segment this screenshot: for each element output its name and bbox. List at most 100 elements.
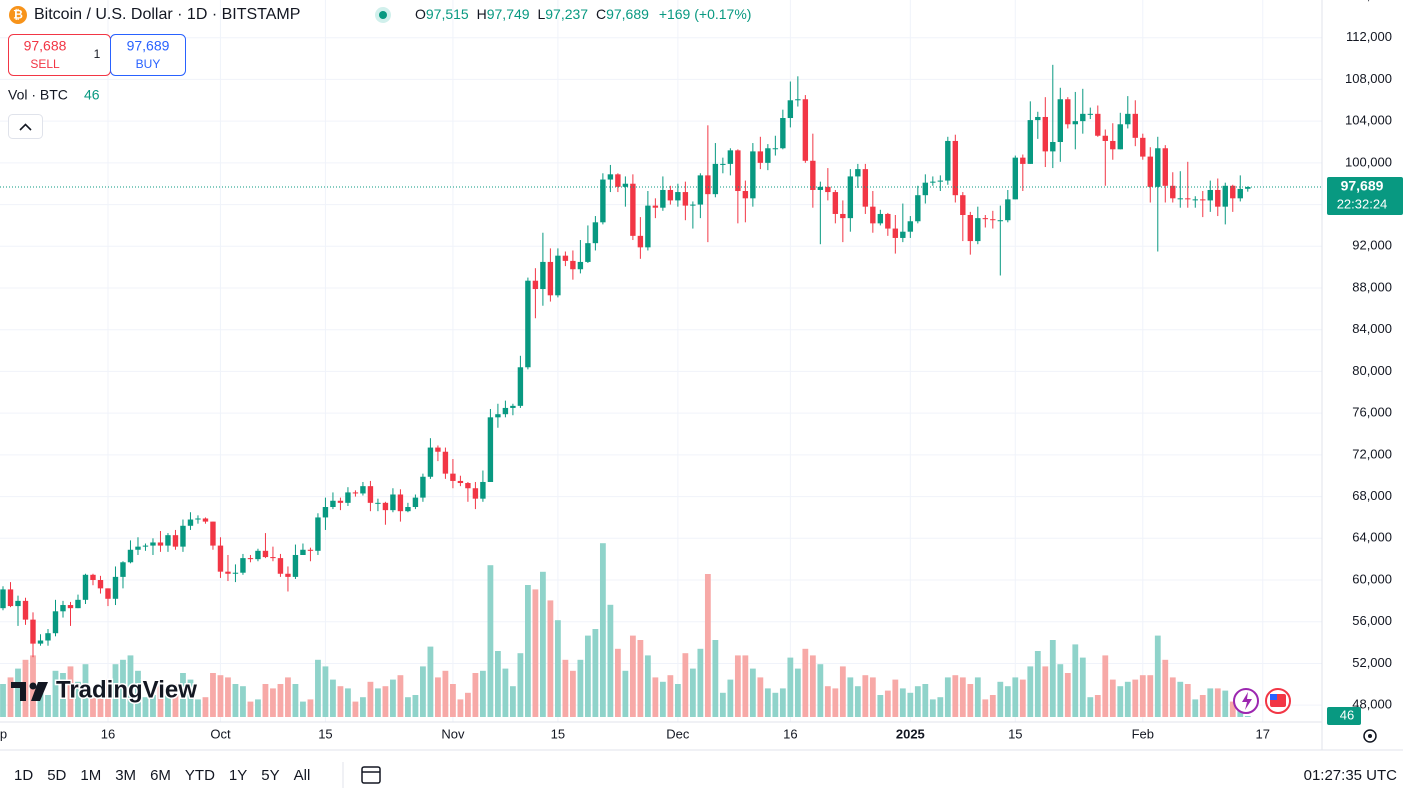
volume-bar: [622, 670, 629, 717]
volume-bar: [510, 686, 516, 717]
candle-body: [660, 189, 666, 208]
volume-bar: [937, 697, 944, 717]
candle-body: [705, 175, 711, 195]
candle-body: [1012, 157, 1019, 200]
volume-bar: [929, 699, 936, 717]
range-button[interactable]: 1M: [80, 767, 101, 784]
volume-bar: [824, 686, 831, 717]
volume-bar: [7, 677, 14, 717]
candle-body: [1125, 113, 1131, 125]
candle-body: [750, 151, 756, 199]
candle-body: [982, 218, 989, 220]
volume-bar: [15, 668, 21, 717]
candle-body: [397, 494, 404, 512]
volume-bar: [60, 673, 66, 717]
clock[interactable]: 01:27:35 UTC: [1304, 767, 1398, 784]
candle-body: [1005, 199, 1011, 221]
collapse-button[interactable]: [8, 114, 43, 139]
volume-bar: [1244, 715, 1251, 717]
volume-bar: [1139, 675, 1146, 717]
volume-bar: [1222, 690, 1229, 717]
legend-o: O: [415, 6, 426, 22]
volume-bar: [1199, 695, 1206, 717]
volume-bar: [1057, 664, 1064, 717]
volume-bar: [742, 655, 749, 717]
candle-body: [1080, 113, 1086, 122]
volume-bar: [292, 684, 299, 717]
volume-bar: [967, 684, 974, 717]
y-tick-label: 112,000: [1346, 29, 1392, 44]
volume-bar: [637, 640, 644, 717]
legend-c: C: [596, 6, 606, 22]
candle-body: [532, 280, 539, 290]
calendar-icon[interactable]: [361, 766, 381, 784]
candle-body: [945, 140, 951, 181]
market-status-dot: [379, 11, 387, 19]
volume-bar: [569, 670, 576, 717]
candle-body: [975, 218, 981, 242]
candle-body: [682, 192, 689, 206]
candle-body: [495, 414, 501, 418]
volume-bar: [614, 648, 621, 717]
candle-body: [360, 486, 366, 494]
candle-body: [472, 488, 479, 499]
volume-bar: [1064, 673, 1071, 717]
settings-icon[interactable]: [1363, 729, 1377, 743]
volume-bar: [1004, 686, 1011, 717]
candle-body: [30, 619, 36, 644]
candle-body: [225, 571, 231, 574]
volume-bar: [1124, 681, 1131, 717]
volume-bar: [202, 697, 209, 717]
volume-bar: [1184, 684, 1191, 717]
candle-body: [45, 633, 51, 641]
volume-bar: [757, 677, 764, 717]
range-button[interactable]: 5Y: [261, 767, 279, 784]
volume-bar: [1207, 688, 1214, 717]
range-button[interactable]: All: [294, 767, 311, 784]
range-button[interactable]: 3M: [115, 767, 136, 784]
range-button[interactable]: 1Y: [229, 767, 247, 784]
logo-slash: [31, 682, 48, 701]
candle-body: [337, 500, 344, 503]
volume-bar: [195, 699, 201, 717]
candle-body: [862, 169, 869, 207]
candle-body: [367, 486, 374, 503]
candle-body: [952, 140, 959, 196]
volume-bar: [112, 664, 119, 717]
volume-bar: [712, 640, 719, 717]
range-button[interactable]: 5D: [47, 767, 66, 784]
volume-bar: [1117, 686, 1124, 717]
volume-bar: [1034, 651, 1041, 717]
candles: [0, 64, 1251, 658]
volume-bar: [277, 684, 284, 717]
candle-body: [405, 507, 411, 512]
candle-body: [1185, 198, 1191, 200]
candle-body: [810, 160, 816, 190]
volume-bar: [465, 692, 471, 717]
volume-bar: [322, 666, 329, 717]
volume-bar: [787, 657, 794, 717]
range-button[interactable]: YTD: [185, 767, 215, 784]
candle-body: [607, 174, 614, 180]
candle-body: [720, 163, 726, 165]
sell-label: SELL: [30, 57, 60, 71]
candle-body: [420, 476, 426, 498]
candle-body: [232, 572, 239, 574]
x-tick-label: Dec: [666, 726, 690, 741]
volume-bar: [420, 666, 426, 717]
volume-bar: [1229, 701, 1236, 717]
volume-bar: [37, 690, 44, 717]
volume-pane: [0, 543, 1251, 717]
range-button[interactable]: 6M: [150, 767, 171, 784]
candle-body: [180, 525, 186, 547]
candle-body: [60, 605, 66, 612]
candle-body: [1192, 199, 1198, 201]
volume-bar: [187, 679, 194, 717]
legend-high: 97,749: [487, 6, 530, 22]
candle-body: [1207, 189, 1213, 201]
candle-body: [435, 447, 441, 452]
buy-button[interactable]: [110, 34, 186, 76]
range-button[interactable]: 1D: [14, 767, 33, 784]
x-tick-label: 17: [1256, 726, 1270, 741]
